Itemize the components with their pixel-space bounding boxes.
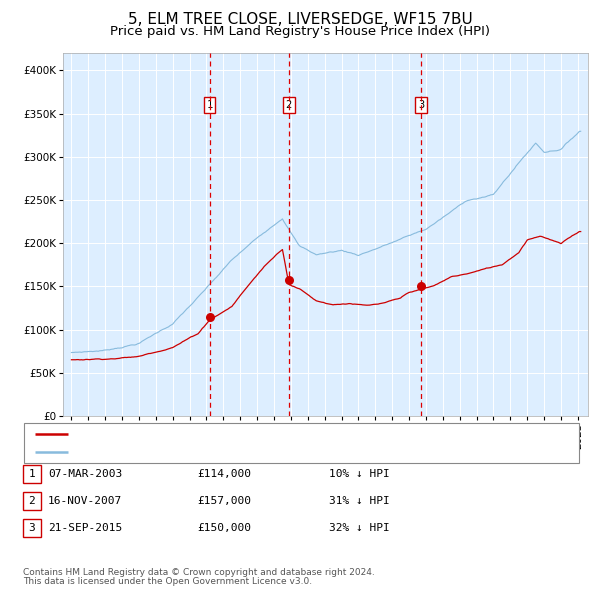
Text: Price paid vs. HM Land Registry's House Price Index (HPI): Price paid vs. HM Land Registry's House … xyxy=(110,25,490,38)
Text: Contains HM Land Registry data © Crown copyright and database right 2024.: Contains HM Land Registry data © Crown c… xyxy=(23,568,374,577)
Text: 2: 2 xyxy=(286,100,292,110)
Text: This data is licensed under the Open Government Licence v3.0.: This data is licensed under the Open Gov… xyxy=(23,578,312,586)
Text: 1: 1 xyxy=(206,100,212,110)
Text: 21-SEP-2015: 21-SEP-2015 xyxy=(48,523,122,533)
Text: 1: 1 xyxy=(28,469,35,478)
Text: £114,000: £114,000 xyxy=(197,469,251,478)
Text: 2: 2 xyxy=(28,496,35,506)
Text: 3: 3 xyxy=(28,523,35,533)
Text: £150,000: £150,000 xyxy=(197,523,251,533)
Text: 5, ELM TREE CLOSE, LIVERSEDGE, WF15 7BU: 5, ELM TREE CLOSE, LIVERSEDGE, WF15 7BU xyxy=(128,12,472,27)
Text: 10% ↓ HPI: 10% ↓ HPI xyxy=(329,469,389,478)
Text: 3: 3 xyxy=(418,100,424,110)
Text: £157,000: £157,000 xyxy=(197,496,251,506)
Text: 32% ↓ HPI: 32% ↓ HPI xyxy=(329,523,389,533)
Text: HPI: Average price, detached house, Kirklees: HPI: Average price, detached house, Kirk… xyxy=(73,447,370,457)
Text: 07-MAR-2003: 07-MAR-2003 xyxy=(48,469,122,478)
Text: 31% ↓ HPI: 31% ↓ HPI xyxy=(329,496,389,506)
Text: 16-NOV-2007: 16-NOV-2007 xyxy=(48,496,122,506)
Text: 5, ELM TREE CLOSE, LIVERSEDGE, WF15 7BU (detached house): 5, ELM TREE CLOSE, LIVERSEDGE, WF15 7BU … xyxy=(73,429,451,439)
